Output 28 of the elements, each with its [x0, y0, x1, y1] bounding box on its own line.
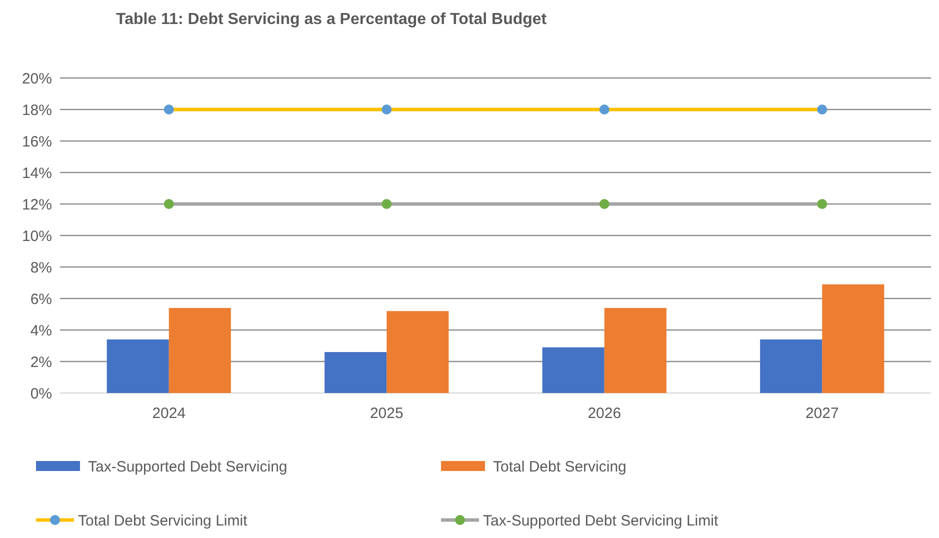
- chart-title: Table 11: Debt Servicing as a Percentage of Total Budget: [116, 11, 548, 28]
- x-tick-label: 2027: [805, 405, 839, 422]
- bar: [106, 339, 169, 393]
- bar: [324, 352, 387, 393]
- y-tick-label: 8%: [30, 259, 52, 276]
- y-tick-label: 18%: [22, 102, 52, 119]
- x-tick-label: 2026: [588, 405, 622, 422]
- y-tick-label: 16%: [22, 133, 52, 150]
- legend-label: Total Debt Servicing: [493, 458, 626, 476]
- legend-label: Tax-Supported Debt Servicing: [88, 458, 288, 476]
- bar: [168, 308, 231, 393]
- y-tick-label: 4%: [30, 322, 52, 340]
- bar: [542, 347, 604, 393]
- y-tick-label: 6%: [30, 290, 52, 308]
- y-tick-label: 14%: [22, 164, 52, 182]
- bar: [822, 284, 884, 393]
- legend-label: Tax-Supported Debt Servicing Limit: [483, 512, 719, 530]
- y-tick-label: 2%: [30, 354, 52, 371]
- x-tick-label: 2024: [152, 405, 186, 422]
- y-tick-label: 20%: [22, 70, 52, 88]
- bar: [386, 311, 449, 393]
- y-tick-label: 0%: [30, 385, 52, 402]
- bar: [604, 308, 666, 393]
- bar: [760, 339, 822, 393]
- x-tick-label: 2025: [370, 405, 404, 422]
- y-tick-label: 12%: [22, 196, 52, 214]
- y-tick-label: 10%: [22, 228, 52, 245]
- legend-label: Total Debt Servicing Limit: [78, 512, 248, 530]
